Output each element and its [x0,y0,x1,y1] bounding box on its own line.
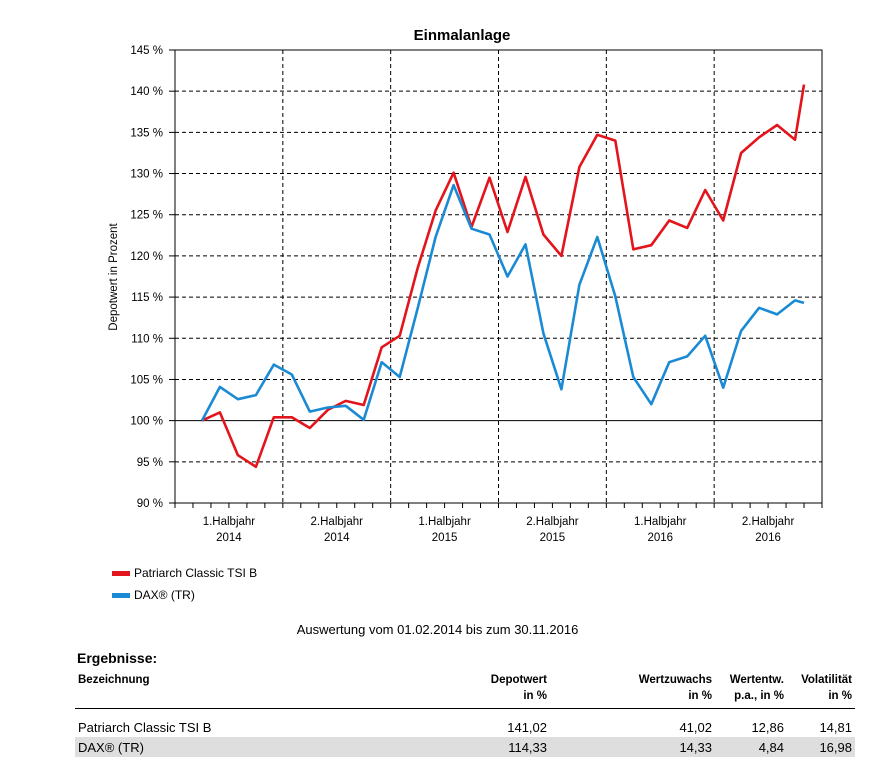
x-tick-label: 1.Halbjahr [634,516,687,528]
x-axis-labels: 1.Halbjahr 2014 2.Halbjahr 2014 1.Halbjahr 20… [203,516,795,544]
header-wertentw-unit: p.a., in % [715,688,787,709]
x-tick-label: 2015 [540,532,566,544]
x-tick-label: 2014 [216,532,242,544]
header-depotwert: Depotwert [490,674,547,686]
chart-title: Einmalanlage [414,27,511,44]
header-bezeichnung: Bezeichnung [78,674,150,686]
cell-wertzuwachs: 41,02 [679,719,712,735]
series-line-dax [200,183,805,422]
row-spacer [75,709,855,718]
cell-wertzuwachs: 14,33 [550,737,715,757]
series-lines [200,84,806,469]
legend-swatch-blue [112,592,130,598]
legend-swatch-red [112,570,130,576]
y-tick-label: 125 % [130,210,163,222]
cell-depotwert: 141,02 [507,719,547,735]
cell-depotwert: 114,33 [415,737,550,757]
cell-name: DAX® (TR) [75,737,415,757]
table-row: DAX® (TR) 114,33 14,33 4,84 16,98 [75,737,855,757]
legend-item-dax: DAX® (TR) [112,588,195,602]
results-title: Ergebnisse: [77,650,158,666]
x-tick-label: 2.Halbjahr [311,516,364,528]
plot-frame [174,49,823,504]
y-tick-label: 95 % [137,457,163,469]
x-tick-label: 2.Halbjahr [526,516,579,528]
evaluation-period: Auswertung vom 01.02.2014 bis zum 30.11.… [296,622,579,637]
header-spacer [75,688,415,709]
x-tick-label: 2016 [647,532,673,544]
y-tick-label: 110 % [131,333,163,345]
header-wertzuwachs-unit: in % [550,688,715,709]
x-tick-label: 2016 [755,532,781,544]
line-chart: Einmalanlage Depotwert in Prozent 90 % 95… [108,27,823,544]
cell-volatilitaet: 16,98 [787,737,855,757]
y-tick-label: 115 % [131,292,163,304]
results-table: Bezeichnung Depotwert Wertzuwachs Werten… [75,672,855,757]
table-row: Patriarch Classic TSI B 141,02 41,02 12,… [75,717,855,737]
x-tick-label: 2.Halbjahr [742,516,795,528]
cell-volatilitaet: 14,81 [819,719,852,735]
y-tick-label: 145 % [130,45,163,57]
y-tick-label: 100 % [130,416,163,428]
legend-label: Patriarch Classic TSI B [134,566,258,580]
cell-name: Patriarch Classic TSI B [78,719,212,735]
cell-wertentw: 4,84 [715,737,787,757]
x-tick-label: 1.Halbjahr [203,516,256,528]
legend-item-patriarch: Patriarch Classic TSI B [112,566,257,580]
grid [175,49,822,504]
y-tick-label: 135 % [130,127,163,139]
cell-wertentw: 12,86 [751,719,784,735]
y-axis-label: Depotwert in Prozent [108,223,120,331]
y-tick-label: 130 % [130,169,163,181]
y-tick-label: 90 % [137,498,163,510]
y-axis-ticks: 90 % 95 % 100 % 105 % 110 % 115 % 120 % 125 % 13… [130,45,823,510]
series-line-patriarch [201,84,806,469]
header-volatilitaet-unit: in % [787,688,855,709]
x-tick-label: 2014 [324,532,350,544]
legend-label: DAX® (TR) [134,588,195,602]
header-wertzuwachs: Wertzuwachs [638,674,712,686]
header-volatilitaet: Volatilität [801,674,852,686]
x-tick-label: 1.Halbjahr [418,516,471,528]
y-tick-label: 105 % [130,374,163,386]
y-tick-label: 140 % [130,86,163,98]
header-depotwert-unit: in % [415,688,550,709]
y-tick-label: 120 % [130,251,163,263]
header-wertentw: Wertentw. [729,674,784,686]
x-tick-label: 2015 [432,532,458,544]
